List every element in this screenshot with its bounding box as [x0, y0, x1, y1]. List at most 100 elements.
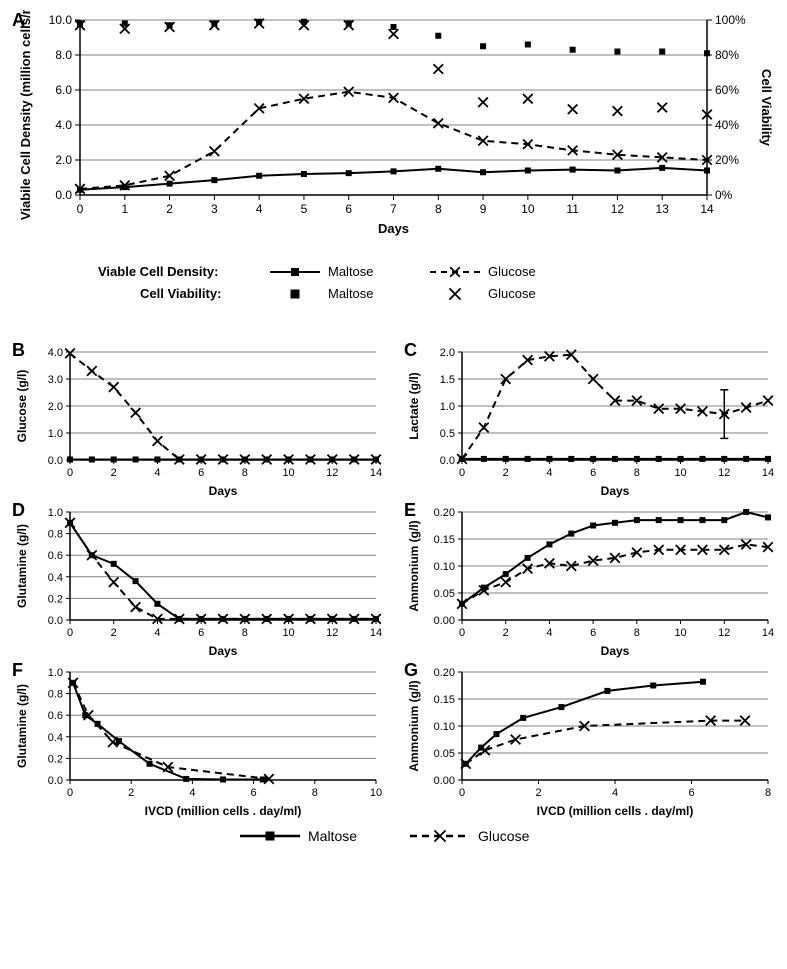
panel-e-chart: 024681012140.000.050.100.150.20DaysAmmon… — [402, 500, 776, 660]
svg-text:20%: 20% — [715, 153, 739, 167]
panel-b: B 024681012140.01.02.03.04.0DaysGlucose … — [10, 340, 384, 500]
svg-text:Ammonium (g/l): Ammonium (g/l) — [407, 520, 421, 611]
svg-text:0: 0 — [459, 467, 465, 479]
svg-text:Days: Days — [601, 644, 630, 658]
svg-text:Days: Days — [378, 221, 409, 236]
svg-text:4: 4 — [256, 202, 263, 216]
svg-text:6: 6 — [590, 467, 596, 479]
svg-text:5: 5 — [301, 202, 308, 216]
svg-text:1.0: 1.0 — [48, 667, 63, 679]
svg-text:Maltose: Maltose — [328, 286, 374, 301]
svg-text:IVCD (million cells . day/ml): IVCD (million cells . day/ml) — [145, 804, 302, 818]
svg-text:6: 6 — [688, 787, 694, 799]
svg-text:0.10: 0.10 — [434, 561, 455, 573]
svg-text:Ammonium (g/l): Ammonium (g/l) — [407, 680, 421, 771]
svg-text:4: 4 — [546, 467, 552, 479]
svg-text:0.20: 0.20 — [434, 667, 455, 679]
svg-text:Days: Days — [209, 644, 238, 658]
svg-text:12: 12 — [611, 202, 625, 216]
svg-text:13: 13 — [656, 202, 670, 216]
svg-text:4: 4 — [546, 627, 552, 639]
panel-g: G 024680.000.050.100.150.20IVCD (million… — [402, 660, 776, 820]
svg-text:0.6: 0.6 — [48, 710, 63, 722]
panel-c: C 024681012140.00.51.01.52.0DaysLactate … — [402, 340, 776, 500]
svg-text:0.2: 0.2 — [48, 753, 63, 765]
svg-text:Glucose: Glucose — [488, 286, 536, 301]
panel-e: E 024681012140.000.050.100.150.20DaysAmm… — [402, 500, 776, 660]
svg-text:8: 8 — [634, 467, 640, 479]
row-d-e: D 024681012140.00.20.40.60.81.0DaysGluta… — [10, 500, 777, 660]
svg-text:100%: 100% — [715, 13, 746, 27]
svg-text:1.0: 1.0 — [48, 428, 63, 440]
panel-a-label: A — [12, 10, 25, 31]
svg-text:6.0: 6.0 — [55, 83, 72, 97]
svg-text:9: 9 — [480, 202, 487, 216]
svg-text:0: 0 — [77, 202, 84, 216]
svg-text:1.0: 1.0 — [440, 401, 455, 413]
svg-text:14: 14 — [370, 627, 382, 639]
svg-text:8: 8 — [242, 467, 248, 479]
svg-text:1.5: 1.5 — [440, 374, 455, 386]
svg-text:6: 6 — [198, 627, 204, 639]
svg-text:0.00: 0.00 — [434, 615, 455, 627]
svg-text:0.8: 0.8 — [48, 689, 63, 701]
svg-text:0: 0 — [67, 467, 73, 479]
svg-text:4: 4 — [154, 627, 160, 639]
svg-text:10: 10 — [674, 627, 686, 639]
svg-text:2.0: 2.0 — [440, 347, 455, 359]
panel-f-label: F — [12, 660, 23, 681]
svg-text:0.6: 0.6 — [48, 550, 63, 562]
svg-text:6: 6 — [198, 467, 204, 479]
svg-text:0: 0 — [67, 787, 73, 799]
figure: A 012345678910111213140.02.04.06.08.010.… — [10, 10, 777, 850]
panel-b-label: B — [12, 340, 25, 361]
svg-text:3.0: 3.0 — [48, 374, 63, 386]
svg-text:4: 4 — [189, 787, 195, 799]
svg-text:6: 6 — [590, 627, 596, 639]
svg-text:2: 2 — [503, 627, 509, 639]
svg-text:6: 6 — [251, 787, 257, 799]
svg-text:2: 2 — [166, 202, 173, 216]
svg-text:0.15: 0.15 — [434, 534, 455, 546]
svg-text:Cell Viability:: Cell Viability: — [140, 286, 221, 301]
svg-text:0.0: 0.0 — [55, 188, 72, 202]
panel-f-chart: 02468100.00.20.40.60.81.0IVCD (million c… — [10, 660, 384, 820]
svg-text:10: 10 — [674, 467, 686, 479]
svg-text:0.05: 0.05 — [434, 588, 455, 600]
svg-text:3: 3 — [211, 202, 218, 216]
svg-text:8: 8 — [765, 787, 771, 799]
panel-f: F 02468100.00.20.40.60.81.0IVCD (million… — [10, 660, 384, 820]
svg-text:0.20: 0.20 — [434, 507, 455, 519]
svg-text:4: 4 — [154, 467, 160, 479]
svg-text:8.0: 8.0 — [55, 48, 72, 62]
svg-text:Days: Days — [601, 484, 630, 498]
svg-text:12: 12 — [718, 467, 730, 479]
svg-text:0.0: 0.0 — [48, 775, 63, 787]
svg-text:2: 2 — [535, 787, 541, 799]
svg-text:8: 8 — [312, 787, 318, 799]
svg-text:IVCD (million cells . day/ml): IVCD (million cells . day/ml) — [537, 804, 694, 818]
svg-text:Glucose: Glucose — [478, 828, 530, 844]
svg-text:0: 0 — [459, 627, 465, 639]
svg-text:Viabile Cell Density (million: Viabile Cell Density (million cells/ml) — [18, 10, 33, 220]
svg-text:0: 0 — [459, 787, 465, 799]
svg-text:0%: 0% — [715, 188, 733, 202]
panel-g-label: G — [404, 660, 418, 681]
svg-text:2: 2 — [111, 627, 117, 639]
svg-text:4.0: 4.0 — [55, 118, 72, 132]
svg-text:1.0: 1.0 — [48, 507, 63, 519]
panel-c-label: C — [404, 340, 417, 361]
bottom-legend: MaltoseGlucose — [10, 820, 777, 850]
svg-text:0.00: 0.00 — [434, 775, 455, 787]
svg-text:0: 0 — [67, 627, 73, 639]
panel-b-chart: 024681012140.01.02.03.04.0DaysGlucose (g… — [10, 340, 384, 500]
svg-text:12: 12 — [326, 467, 338, 479]
svg-text:2.0: 2.0 — [55, 153, 72, 167]
svg-text:2: 2 — [128, 787, 134, 799]
svg-text:1: 1 — [121, 202, 128, 216]
svg-text:0.0: 0.0 — [48, 615, 63, 627]
svg-text:60%: 60% — [715, 83, 739, 97]
svg-text:8: 8 — [242, 627, 248, 639]
svg-text:12: 12 — [326, 627, 338, 639]
panel-d-label: D — [12, 500, 25, 521]
